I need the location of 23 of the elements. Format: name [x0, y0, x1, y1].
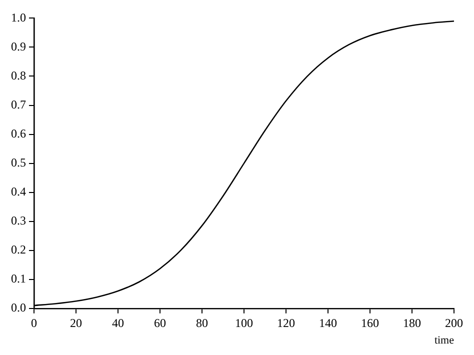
x-tick-label: 40: [112, 316, 124, 330]
y-tick-label: 1.0: [11, 10, 26, 24]
x-tick-label: 80: [196, 316, 208, 330]
x-tick-label: 20: [70, 316, 82, 330]
x-tick-label: 0: [31, 316, 37, 330]
x-tick-label: 200: [445, 316, 463, 330]
x-axis-title: time: [434, 334, 454, 346]
x-tick-label: 160: [361, 316, 379, 330]
y-tick-label: 0.5: [11, 155, 26, 170]
y-tick-label: 0.1: [11, 272, 26, 286]
y-tick-label: 0.4: [11, 184, 26, 198]
y-tick-label: 0.2: [11, 242, 26, 257]
x-tick-label: 60: [154, 316, 166, 330]
y-tick-label: 0.9: [11, 39, 26, 54]
y-tick-label: 0.8: [11, 68, 26, 82]
y-tick-label: 0.6: [11, 126, 26, 140]
y-tick-label: 0.0: [11, 300, 26, 315]
y-tick-label: 0.3: [11, 213, 26, 228]
y-tick-label: 0.7: [11, 97, 26, 112]
x-tick-label: 180: [403, 316, 421, 330]
x-tick-label: 140: [319, 316, 337, 330]
x-tick-label: 100: [235, 316, 253, 330]
x-tick-label: 120: [277, 316, 295, 330]
